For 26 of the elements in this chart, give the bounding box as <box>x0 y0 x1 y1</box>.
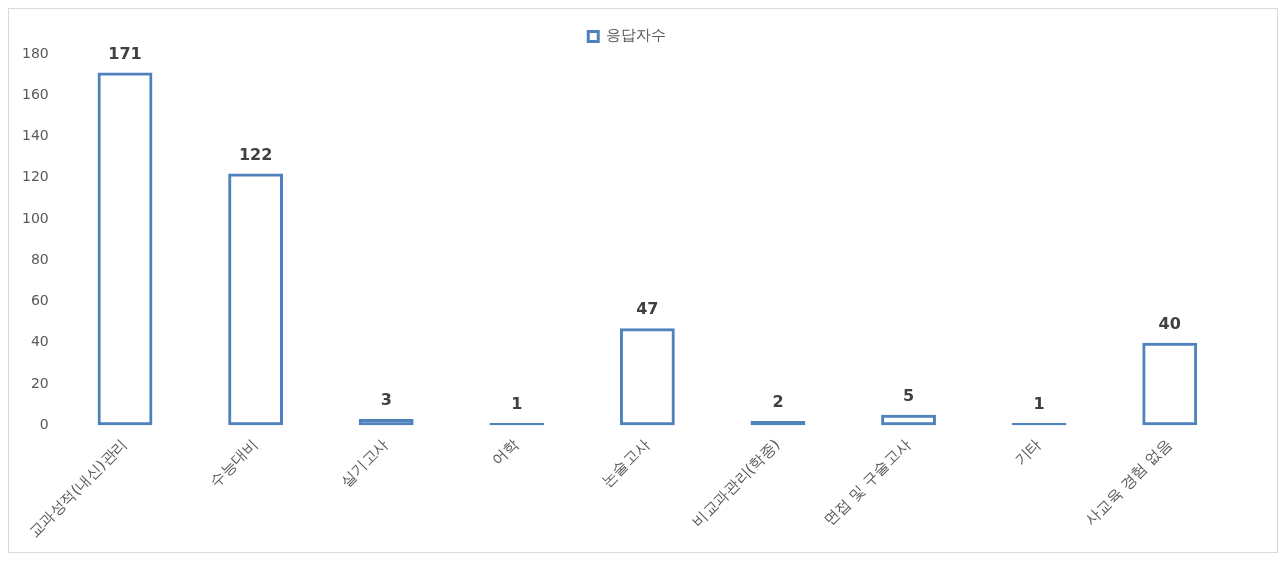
y-tick-label: 20 <box>30 374 49 391</box>
data-label: 2 <box>772 392 784 412</box>
y-tick-label: 160 <box>21 85 49 102</box>
y-tick-label: 180 <box>21 44 49 61</box>
bar <box>750 421 806 426</box>
bar <box>358 418 414 426</box>
data-label: 5 <box>902 385 915 405</box>
y-tick-label: 0 <box>39 415 49 432</box>
x-tick-label: 어학 <box>488 435 523 470</box>
y-tick-label: 40 <box>30 333 49 350</box>
y-tick-label: 60 <box>30 292 49 309</box>
data-label: 122 <box>238 144 273 164</box>
y-tick-label: 80 <box>30 250 49 267</box>
bar <box>489 423 545 426</box>
y-tick-label: 100 <box>21 209 49 226</box>
data-label: 1 <box>511 394 523 414</box>
legend-label: 응답자수 <box>605 26 666 45</box>
data-label: 171 <box>108 43 142 63</box>
data-label: 3 <box>380 390 392 410</box>
data-label: 47 <box>636 299 659 319</box>
bar <box>1011 423 1067 426</box>
y-tick-label: 140 <box>21 127 49 144</box>
data-label: 40 <box>1158 313 1181 333</box>
x-tick-label: 기타 <box>1010 435 1045 470</box>
data-label: 1 <box>1033 394 1045 414</box>
y-tick-label: 120 <box>21 168 49 185</box>
